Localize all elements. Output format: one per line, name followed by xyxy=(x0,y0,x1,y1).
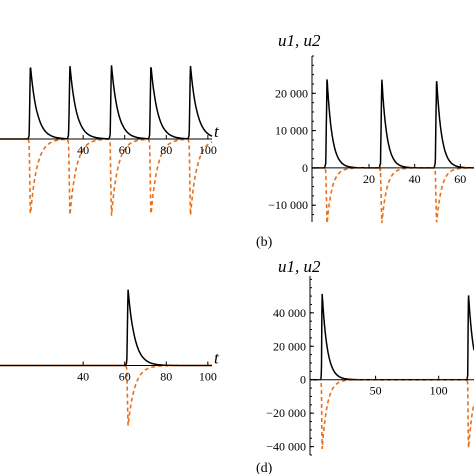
panel-d: 50 100 −40 000 −20 000 0 20 000 40 000 u1, u2 (d… xyxy=(256,257,474,474)
y-axis-title-d: u1, u2 xyxy=(278,257,321,276)
x-tick-label-d: 50 xyxy=(370,384,382,398)
series-u1-line-b xyxy=(312,79,474,169)
y-tick-label-d: −40 000 xyxy=(266,440,306,454)
x-tick-label-c: 40 xyxy=(77,370,89,384)
panel-label-d: (d) xyxy=(256,461,273,474)
series-u2-line-c xyxy=(0,364,212,426)
y-tick-label-b: 20 000 xyxy=(275,86,308,100)
x-tick-label-c: 60 xyxy=(119,370,131,384)
y-tick-label-b: 0 xyxy=(302,161,308,175)
series-u1-line-d xyxy=(310,293,474,381)
y-tick-label-d: 40 000 xyxy=(273,306,306,320)
x-tick-label-b: 40 xyxy=(409,172,421,186)
y-axis-title-b: u1, u2 xyxy=(278,31,321,50)
x-tick-label-a: 60 xyxy=(119,143,131,157)
x-tick-label-a: 40 xyxy=(77,143,89,157)
series-u2-line-b xyxy=(312,167,474,224)
panel-b: 20 40 60 −10 000 0 10 000 20 000 u1, u2 (b) xyxy=(256,31,474,250)
x-axis-title-c: t xyxy=(214,349,220,368)
y-tick-label-b: −10 000 xyxy=(268,198,308,212)
x-axis-title-a: t xyxy=(214,122,220,141)
y-tick-label-d: 0 xyxy=(300,373,306,387)
y-tick-label-b: 10 000 xyxy=(275,124,308,138)
panel-c: 40 60 80 100 t xyxy=(0,289,220,426)
x-tick-label-c: 100 xyxy=(199,370,217,384)
series-u2-line-a xyxy=(0,138,213,216)
x-tick-label-b: 60 xyxy=(454,172,466,186)
panel-label-b: (b) xyxy=(256,235,273,250)
series-u2-line-d xyxy=(310,378,474,450)
y-tick-label-d: 20 000 xyxy=(273,339,306,353)
panel-a: 40 60 80 100 t xyxy=(0,65,220,216)
y-tick-label-d: −20 000 xyxy=(266,406,306,420)
x-tick-label-d: 100 xyxy=(430,384,448,398)
series-u1-line-c xyxy=(0,289,212,367)
x-tick-label-b: 20 xyxy=(363,172,375,186)
x-tick-label-c: 80 xyxy=(160,370,172,384)
x-tick-label-a: 100 xyxy=(199,143,217,157)
x-tick-label-a: 80 xyxy=(160,143,172,157)
series-u1-line-a xyxy=(0,65,213,140)
